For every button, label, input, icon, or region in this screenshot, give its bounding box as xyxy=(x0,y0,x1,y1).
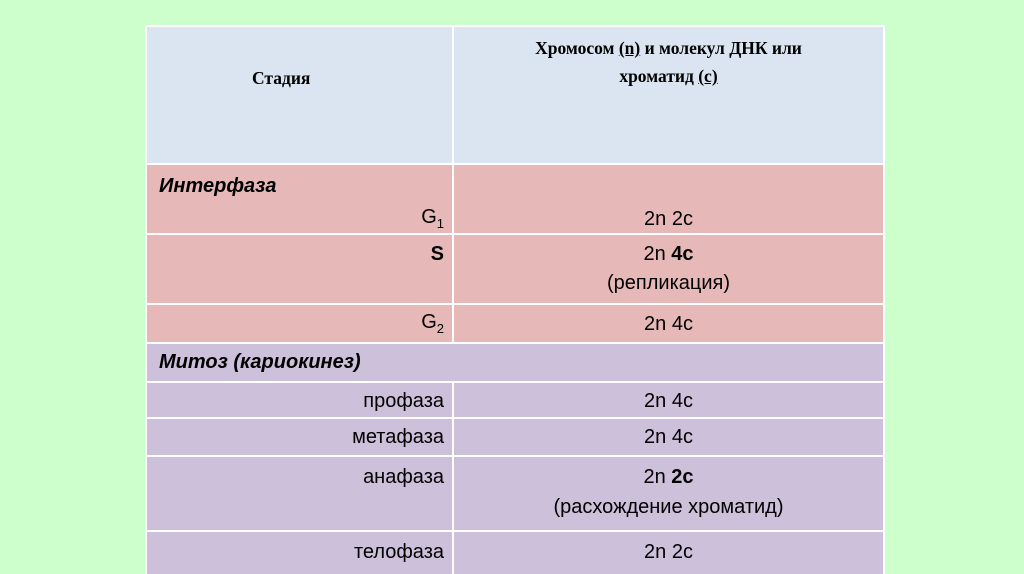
anaphase-label: анафаза xyxy=(363,466,444,488)
g2-value-cell: 2n 4c xyxy=(454,305,883,342)
telophase-stage-cell: телофаза xyxy=(147,532,452,574)
metaphase-label: метафаза xyxy=(352,426,444,448)
metaphase-value-cell: 2n 4c xyxy=(454,419,883,455)
telophase-value: 2n 2c xyxy=(644,541,693,563)
g2-label: G2 xyxy=(421,311,444,336)
prophase-stage-cell: профаза xyxy=(147,383,452,417)
s-value: 2n 4c xyxy=(643,243,694,265)
g1-value: 2n 2c xyxy=(644,208,693,230)
mitosis-header-cell: Митоз (кариокинез) xyxy=(147,344,883,381)
s-value-cell: 2n 4c (репликация) xyxy=(454,235,883,303)
g2-stage-cell: G2 xyxy=(147,305,452,342)
g1-value-cell: 2n 2c xyxy=(454,165,883,233)
s-label: S xyxy=(430,243,444,265)
metaphase-value: 2n 4c xyxy=(644,426,693,448)
g1-label: G1 xyxy=(421,206,444,231)
interphase-title: Интерфаза xyxy=(159,175,277,197)
cell-cycle-table: Стадия Хромосом (n) и молекул ДНК или хр… xyxy=(145,25,885,574)
telophase-value-cell: 2n 2c xyxy=(454,532,883,574)
s-stage-cell: S xyxy=(147,235,452,303)
header-chromosomes-cell: Хромосом (n) и молекул ДНК или хроматид … xyxy=(454,27,883,163)
header-stage-cell: Стадия xyxy=(147,27,452,163)
anaphase-value: 2n 2c xyxy=(643,466,694,488)
mitosis-title: Митоз (кариокинез) xyxy=(159,351,361,373)
anaphase-value-cell: 2n 2c (расхождение хроматид) xyxy=(454,457,883,530)
anaphase-note: (расхождение хроматид) xyxy=(553,496,784,518)
anaphase-stage-cell: анафаза xyxy=(147,457,452,530)
g2-value: 2n 4c xyxy=(644,313,693,335)
header-stage-label: Стадия xyxy=(252,68,311,88)
header-chromosomes-label: Хромосом (n) и молекул ДНК или хроматид … xyxy=(535,38,802,86)
telophase-label: телофаза xyxy=(353,541,444,563)
interphase-g1-stage-cell: Интерфаза G1 xyxy=(147,165,452,233)
metaphase-stage-cell: метафаза xyxy=(147,419,452,455)
prophase-value: 2n 4c xyxy=(644,390,693,412)
s-note: (репликация) xyxy=(606,272,730,294)
prophase-value-cell: 2n 4c xyxy=(454,383,883,417)
prophase-label: профаза xyxy=(363,390,444,412)
